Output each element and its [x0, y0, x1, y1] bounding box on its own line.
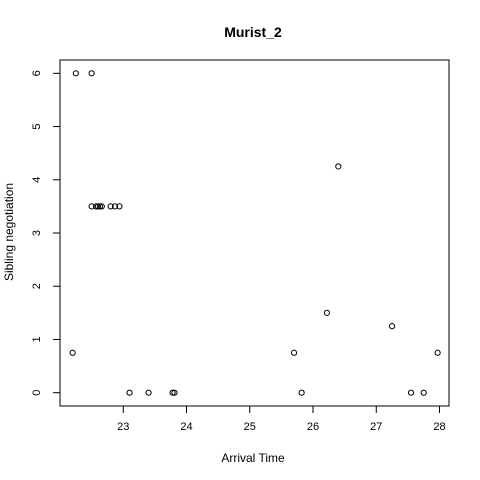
- data-point: [434, 349, 441, 356]
- data-point: [111, 203, 119, 210]
- y-axis-label: Sibling negotiation: [2, 183, 16, 281]
- data-point: [420, 389, 427, 396]
- y-tick-label: 4: [31, 177, 43, 183]
- y-tick-label: 2: [31, 283, 43, 289]
- data-point: [169, 389, 176, 396]
- x-axis-label: Arrival Time: [221, 451, 285, 465]
- data-point: [145, 389, 152, 396]
- data-points: [69, 70, 441, 396]
- y-tick-label: 0: [31, 390, 43, 396]
- data-point: [323, 309, 331, 316]
- data-point: [126, 389, 133, 396]
- y-tick-label: 5: [31, 123, 43, 129]
- data-point: [94, 203, 102, 210]
- data-point: [298, 389, 305, 396]
- data-point: [407, 389, 415, 396]
- x-tick-label: 24: [180, 421, 192, 433]
- plot-frame: [59, 59, 450, 407]
- data-point: [290, 349, 298, 356]
- data-point: [98, 203, 105, 210]
- x-tick-label: 27: [370, 421, 382, 433]
- y-tick-label: 3: [31, 230, 43, 236]
- x-tick-label: 25: [244, 421, 256, 433]
- x-tick-label: 28: [433, 421, 445, 433]
- data-point: [171, 389, 178, 396]
- x-tick-label: 26: [307, 421, 319, 433]
- y-axis: 0 1 2 3 4 5 6: [31, 70, 60, 396]
- data-point: [107, 203, 114, 210]
- data-point: [88, 203, 95, 210]
- data-point: [69, 349, 76, 356]
- data-point: [96, 203, 103, 210]
- data-point: [116, 203, 123, 210]
- data-point: [388, 323, 396, 330]
- data-point: [72, 70, 79, 77]
- chart-title: Murist_2: [224, 24, 282, 40]
- data-point: [88, 70, 95, 77]
- x-tick-label: 23: [117, 421, 129, 433]
- x-axis: 23 24 25 26 27 28: [117, 406, 446, 433]
- y-tick-label: 1: [31, 336, 43, 342]
- y-tick-label: 6: [31, 70, 43, 76]
- data-point: [335, 163, 342, 170]
